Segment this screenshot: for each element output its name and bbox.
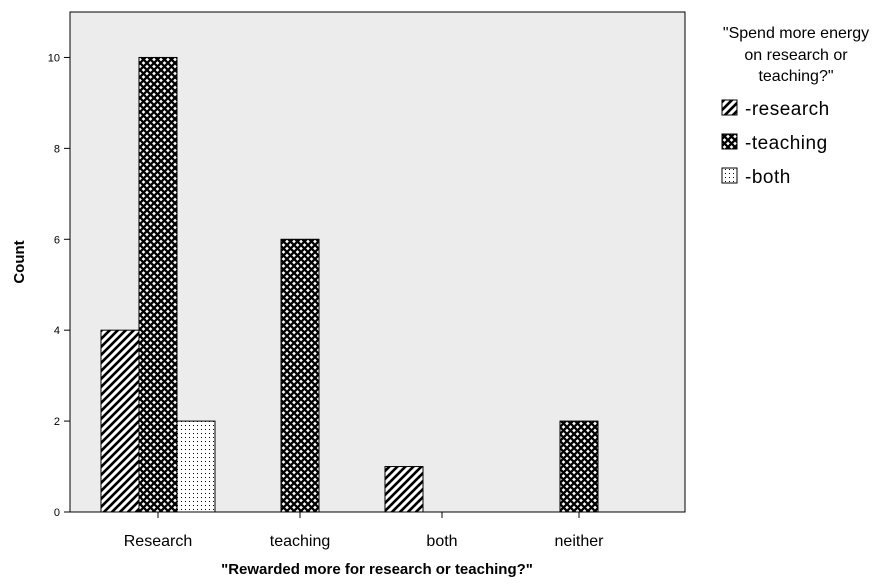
legend-swatch-teaching bbox=[721, 133, 738, 150]
y-tick-label: 4 bbox=[54, 325, 60, 337]
x-axis-title: "Rewarded more for research or teaching?… bbox=[221, 561, 533, 578]
y-tick-label: 10 bbox=[48, 52, 60, 64]
x-tick-label: neither bbox=[555, 533, 605, 550]
y-axis: 0 2 4 6 8 10 bbox=[48, 52, 70, 519]
bar-teaching-neither bbox=[559, 420, 599, 513]
bar-teaching-research bbox=[138, 56, 178, 513]
legend-title-line-3: teaching?" bbox=[758, 68, 833, 85]
y-axis-title: Count bbox=[11, 240, 28, 283]
legend-swatch-research bbox=[721, 99, 738, 116]
legend-label-teaching: -teaching bbox=[745, 133, 828, 154]
x-axis: Research teaching both neither bbox=[124, 512, 604, 550]
legend-label-both: -both bbox=[745, 167, 791, 188]
bar-both-research bbox=[176, 420, 216, 513]
bar-research-research bbox=[100, 329, 140, 513]
legend-label-research: -research bbox=[745, 99, 830, 120]
legend: "Spend more energy on research or teachi… bbox=[721, 25, 869, 188]
bar-series bbox=[100, 56, 599, 513]
x-tick-label: both bbox=[426, 533, 457, 550]
x-tick-label: teaching bbox=[270, 533, 331, 550]
legend-title-line-1: "Spend more energy bbox=[723, 25, 869, 42]
bar-teaching-teaching bbox=[280, 238, 320, 513]
y-tick-label: 0 bbox=[54, 507, 60, 519]
y-tick-label: 2 bbox=[54, 416, 60, 428]
y-tick-label: 8 bbox=[54, 143, 60, 155]
legend-title-line-2: on research or bbox=[744, 47, 848, 64]
x-tick-label: Research bbox=[124, 533, 192, 550]
y-tick-label: 6 bbox=[54, 234, 60, 246]
bar-research-both bbox=[384, 466, 424, 513]
legend-swatch-both bbox=[721, 167, 738, 184]
